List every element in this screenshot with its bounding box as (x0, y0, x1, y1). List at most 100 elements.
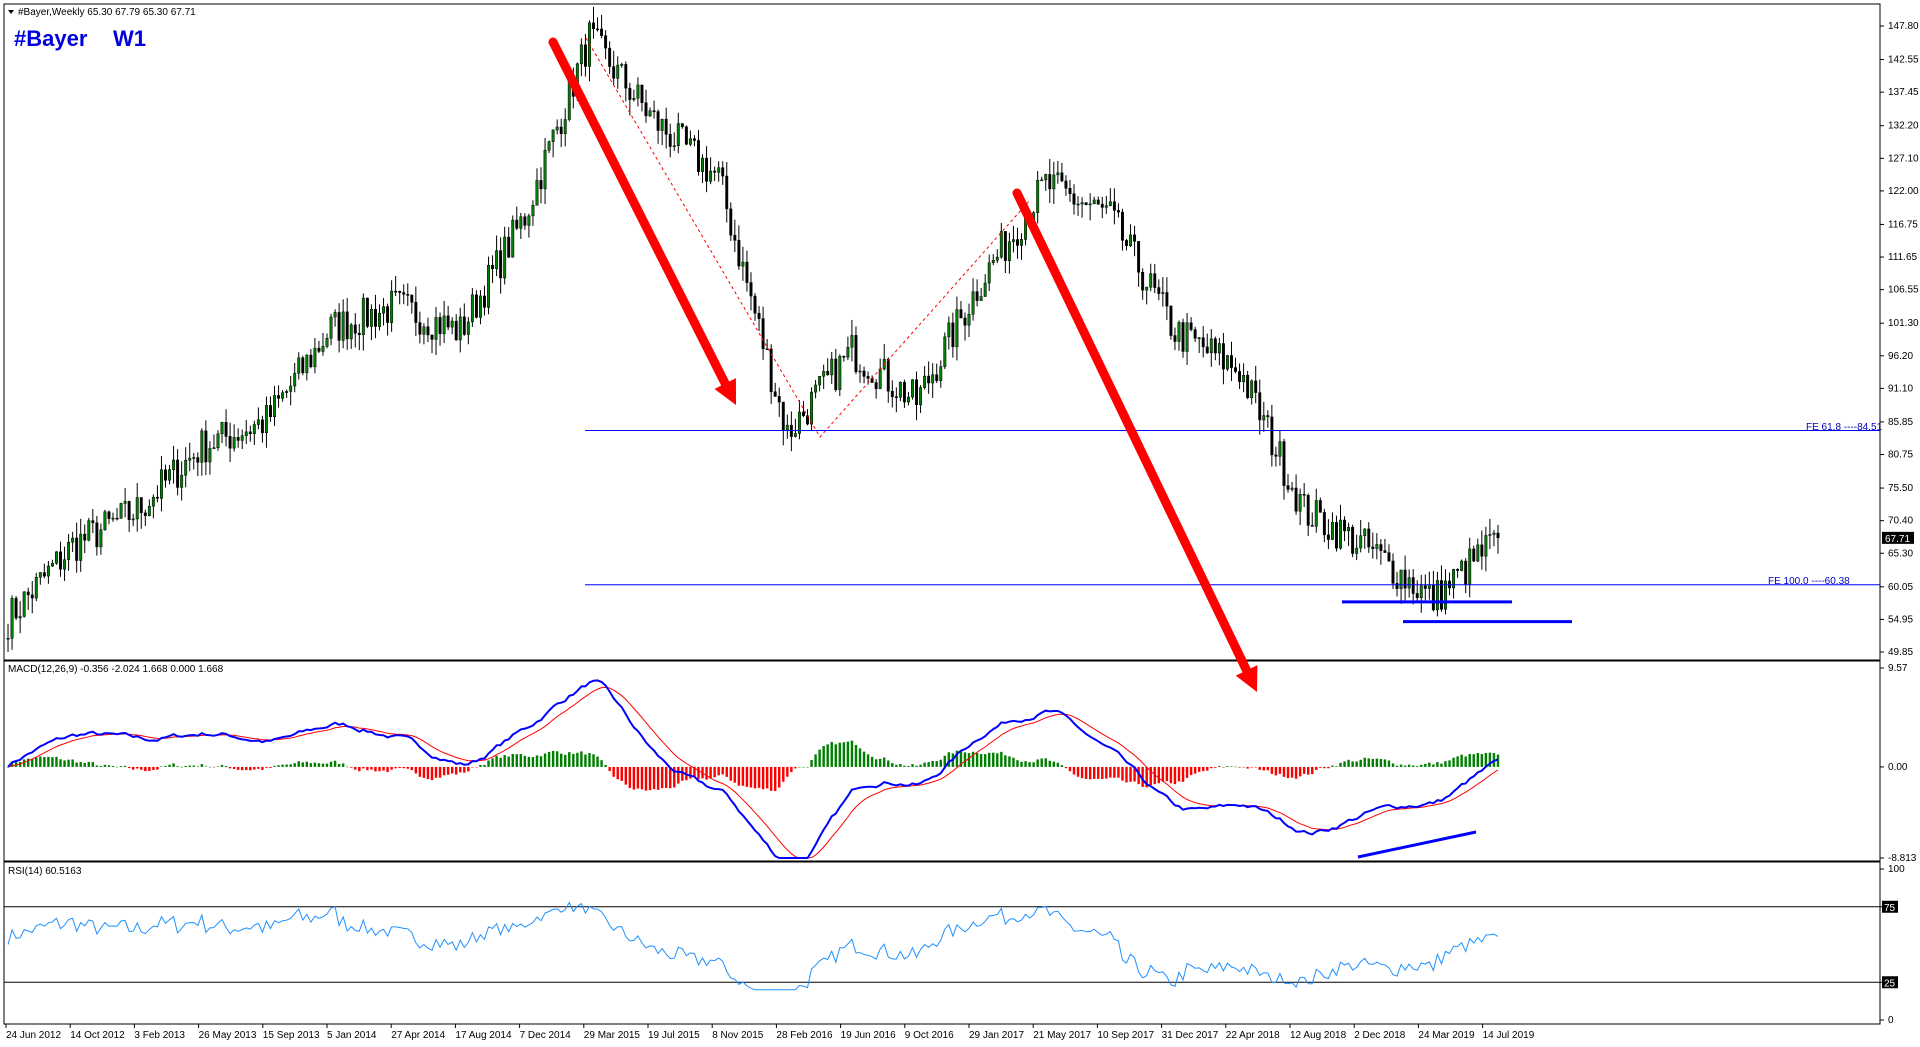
rsi-tick-label: 0 (1888, 1015, 1894, 1026)
candle-body (450, 320, 454, 328)
candle-body (228, 436, 232, 449)
macd-histogram-bar (1020, 761, 1023, 767)
candle-body (305, 354, 309, 374)
macd-histogram-bar (309, 763, 313, 767)
macd-tick-label: 9.57 (1888, 663, 1908, 674)
macd-histogram-bar (608, 766, 611, 772)
candle-body (1258, 392, 1262, 421)
macd-histogram-bar (1270, 766, 1274, 774)
trend-arrow-1-head (714, 378, 736, 405)
macd-histogram-bar (1274, 766, 1278, 776)
candle-body (579, 44, 583, 65)
candle-body (749, 282, 753, 297)
candle-body (264, 405, 268, 434)
macd-histogram-bar (624, 766, 628, 785)
candle-body (1108, 201, 1112, 206)
candle-body (797, 411, 801, 434)
fibo-path (585, 37, 1031, 438)
macd-histogram-bar (321, 763, 325, 767)
x-tick-label: 10 Sep 2017 (1097, 1030, 1154, 1041)
macd-histogram-bar (1286, 766, 1290, 779)
macd-histogram-bar (773, 766, 777, 791)
candle-body (252, 424, 256, 435)
rsi-tick-label: 25 (1884, 978, 1896, 989)
candle-body (1201, 337, 1205, 348)
price-panel[interactable] (3, 3, 1881, 661)
macd-histogram-bar (1084, 766, 1088, 779)
candle-body (1084, 202, 1088, 205)
candle-body (67, 541, 71, 560)
macd-histogram-bar (491, 758, 494, 767)
macd-panel[interactable] (3, 660, 1881, 862)
macd-histogram-bar (1254, 766, 1257, 768)
candle-body (329, 316, 333, 339)
candle-body (382, 306, 385, 314)
macd-histogram-bar (802, 766, 805, 768)
macd-tick-label: 0.00 (1888, 762, 1908, 773)
candle-body (523, 216, 527, 226)
candle-body (741, 261, 745, 267)
macd-histogram-bar (257, 766, 260, 769)
macd-histogram-bar (996, 753, 999, 767)
macd-histogram-bar (35, 757, 38, 767)
macd-histogram-bar (1387, 760, 1391, 767)
macd-histogram-bar (838, 742, 842, 767)
macd-histogram-bar (160, 766, 163, 767)
macd-histogram-bar (414, 766, 418, 774)
candle-body (164, 469, 167, 481)
candle-body (184, 459, 188, 476)
candle-body (1217, 343, 1221, 354)
rsi-panel[interactable] (3, 861, 1881, 1025)
macd-histogram-bar (979, 754, 983, 767)
candle-body (1044, 174, 1048, 181)
macd-histogram-bar (814, 754, 817, 767)
macd-histogram-bar (798, 766, 801, 768)
candle-body (107, 511, 111, 519)
macd-histogram-bar (846, 741, 850, 767)
price-tick-label: 80.75 (1888, 450, 1913, 461)
macd-histogram-bar (345, 766, 349, 768)
macd-histogram-bar (329, 761, 333, 767)
macd-histogram-bar (551, 750, 555, 767)
candle-body (814, 384, 818, 393)
candle-body (119, 503, 123, 519)
macd-histogram-bar (325, 763, 329, 767)
macd-histogram-bar (1048, 760, 1051, 767)
candle-body (269, 405, 272, 418)
macd-histogram-bar (1246, 766, 1249, 769)
candle-body (1250, 380, 1254, 398)
candle-body (301, 357, 305, 374)
macd-histogram-bar (503, 755, 506, 767)
macd-histogram-bar (1250, 766, 1253, 768)
macd-histogram-bar (749, 766, 753, 788)
macd-histogram-bar (947, 752, 951, 767)
candle-body (1112, 201, 1116, 211)
macd-histogram-bar (47, 756, 50, 767)
candle-body (927, 375, 931, 384)
candle-body (127, 501, 131, 520)
macd-histogram-bar (386, 766, 389, 773)
x-tick-label: 24 Mar 2019 (1418, 1030, 1475, 1041)
candle-body (345, 311, 349, 340)
candle-body (725, 175, 729, 210)
macd-histogram-bar (1016, 760, 1019, 767)
candle-body (1064, 180, 1068, 189)
candle-body (515, 219, 519, 229)
macd-histogram-bar (245, 766, 248, 771)
macd-histogram-bar (1056, 762, 1060, 767)
candle-body (1286, 485, 1290, 490)
candle-body (1431, 584, 1435, 611)
menu-triangle-icon[interactable] (8, 10, 14, 14)
candle-body (374, 308, 377, 327)
macd-histogram-bar (1117, 766, 1120, 778)
x-tick-label: 29 Jan 2017 (969, 1030, 1024, 1041)
candle-body (42, 572, 46, 577)
candle-body (1230, 355, 1233, 368)
macd-histogram-bar (620, 766, 623, 781)
macd-histogram-bar (59, 759, 62, 767)
candle-body (713, 170, 717, 173)
macd-histogram-bar (1258, 766, 1261, 770)
candle-body (1383, 550, 1387, 553)
candle-body (1056, 172, 1060, 176)
candle-body (487, 265, 490, 308)
